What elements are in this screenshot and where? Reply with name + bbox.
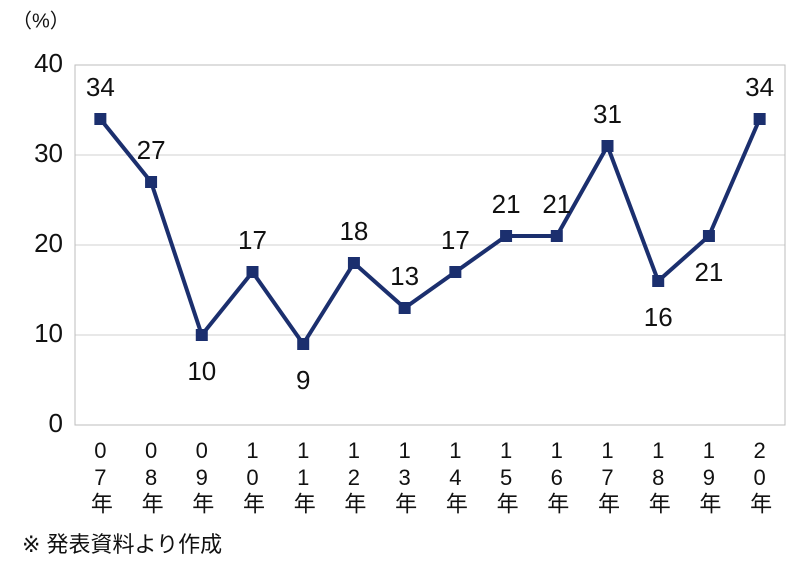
y-axis-label: （%） bbox=[12, 9, 70, 32]
x-tick-label: 10年 bbox=[240, 438, 265, 516]
x-tick-label: 17年 bbox=[595, 438, 620, 516]
data-label: 18 bbox=[339, 216, 368, 246]
note: ※ 発表資料より作成 bbox=[22, 532, 222, 557]
x-tick-label: 13年 bbox=[392, 438, 417, 516]
line bbox=[98, 117, 762, 346]
y-tick-label: 30 bbox=[34, 138, 63, 168]
y-tick-label: 40 bbox=[34, 48, 63, 78]
x-tick-label: 19年 bbox=[696, 438, 721, 516]
y-tick-label: 0 bbox=[49, 408, 63, 438]
marker bbox=[449, 266, 462, 278]
data-label: 34 bbox=[86, 72, 115, 102]
x-tick-label: 11年 bbox=[291, 438, 316, 516]
x-tick-label: 12年 bbox=[341, 438, 366, 516]
data-label: 13 bbox=[390, 261, 419, 291]
data-label: 34 bbox=[745, 72, 774, 102]
marker bbox=[347, 257, 360, 269]
plot-border bbox=[74, 64, 786, 426]
marker bbox=[246, 266, 259, 278]
x-tick-label: 20年 bbox=[747, 438, 772, 516]
data-label: 16 bbox=[644, 302, 673, 332]
marker bbox=[702, 230, 715, 242]
data-label: 17 bbox=[238, 225, 267, 255]
data-label: 31 bbox=[593, 99, 622, 129]
data-label: 10 bbox=[187, 356, 216, 386]
marker bbox=[297, 338, 310, 350]
y-tick-label: 20 bbox=[34, 228, 63, 258]
marker bbox=[398, 302, 411, 314]
x-tick-label: 18年 bbox=[646, 438, 671, 516]
x-tick-label: 08年 bbox=[139, 438, 164, 516]
marker bbox=[753, 113, 766, 125]
x-tick-label: 09年 bbox=[189, 438, 214, 516]
x-tick-label: 14年 bbox=[443, 438, 468, 516]
marker bbox=[550, 230, 563, 242]
marker bbox=[94, 113, 107, 125]
x-tick-label: 16年 bbox=[544, 438, 569, 516]
marker bbox=[652, 275, 665, 287]
x-tick-label: 07年 bbox=[88, 438, 113, 516]
data-label: 21 bbox=[694, 257, 723, 287]
data-label: 27 bbox=[137, 135, 166, 165]
data-label: 9 bbox=[296, 365, 310, 395]
x-tick-label: 15年 bbox=[494, 438, 519, 516]
data-label: 17 bbox=[441, 225, 470, 255]
data-label: 21 bbox=[492, 189, 521, 219]
marker bbox=[500, 230, 513, 242]
marker bbox=[601, 140, 614, 152]
y-tick-label: 10 bbox=[34, 318, 63, 348]
marker bbox=[195, 329, 208, 341]
data-label: 21 bbox=[542, 189, 571, 219]
marker bbox=[145, 176, 158, 188]
